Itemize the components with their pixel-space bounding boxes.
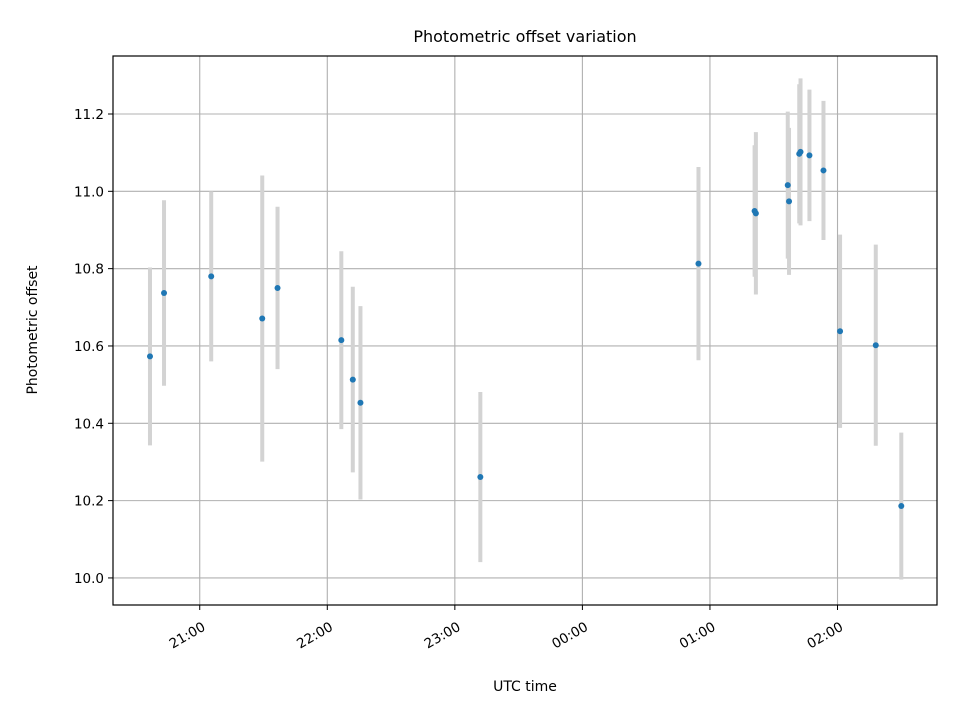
data-point — [208, 273, 215, 280]
y-axis-ticks: 10.0 10.2 10.4 10.6 10.8 11.0 11.2 — [74, 107, 113, 587]
y-tick-label: 10.4 — [74, 416, 104, 432]
data-point — [784, 182, 791, 189]
data-points — [146, 148, 905, 510]
data-point — [338, 337, 345, 344]
data-point — [146, 353, 153, 360]
y-tick-label: 11.0 — [74, 184, 104, 200]
chart-title: Photometric offset variation — [413, 27, 636, 46]
data-point — [752, 210, 759, 217]
data-point — [837, 328, 844, 335]
data-point — [161, 289, 168, 296]
data-point — [806, 152, 813, 159]
x-axis-label: UTC time — [493, 679, 557, 695]
data-point — [820, 167, 827, 174]
y-tick-label: 10.0 — [74, 571, 104, 587]
data-point — [477, 474, 484, 481]
data-point — [898, 503, 905, 510]
data-point — [259, 315, 266, 322]
data-point — [786, 198, 793, 205]
data-point — [274, 284, 281, 291]
y-tick-label: 11.2 — [74, 107, 104, 123]
data-point — [695, 260, 702, 267]
y-axis-label: Photometric offset — [25, 265, 41, 395]
y-tick-label: 10.8 — [74, 262, 104, 278]
y-tick-label: 10.2 — [74, 494, 104, 510]
data-point — [349, 376, 356, 383]
data-point — [357, 399, 364, 406]
plot-frame — [112, 55, 938, 606]
data-point — [872, 342, 879, 349]
y-tick-label: 10.6 — [74, 339, 104, 355]
data-point — [797, 148, 804, 155]
